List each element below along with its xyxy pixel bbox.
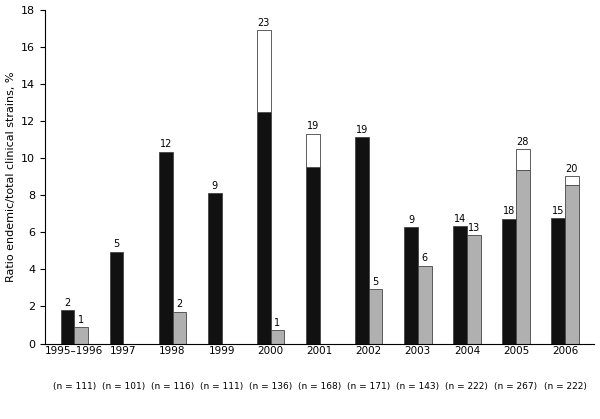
Bar: [61, 310, 74, 344]
Bar: [173, 312, 186, 344]
Text: 20: 20: [566, 164, 578, 174]
Text: (n = 143): (n = 143): [396, 383, 439, 391]
Bar: [159, 152, 173, 344]
Text: 5: 5: [113, 240, 120, 249]
Bar: [369, 290, 382, 344]
Text: 19: 19: [356, 125, 368, 135]
Text: 18: 18: [503, 206, 515, 216]
Bar: [74, 327, 88, 344]
Bar: [306, 167, 320, 344]
Text: (n = 168): (n = 168): [298, 383, 341, 391]
Bar: [110, 252, 124, 344]
Text: 28: 28: [517, 137, 529, 147]
Text: 13: 13: [467, 222, 480, 233]
Text: 2: 2: [64, 298, 71, 308]
Text: (n = 222): (n = 222): [445, 383, 488, 391]
Text: (n = 222): (n = 222): [544, 383, 586, 391]
Bar: [551, 218, 565, 344]
Text: 6: 6: [422, 253, 428, 264]
Text: 9: 9: [408, 215, 414, 225]
Bar: [565, 185, 579, 344]
Text: 23: 23: [257, 18, 270, 28]
Text: (n = 101): (n = 101): [102, 383, 145, 391]
Text: (n = 136): (n = 136): [249, 383, 292, 391]
Text: (n = 116): (n = 116): [151, 383, 194, 391]
Bar: [355, 137, 369, 344]
Bar: [516, 170, 530, 344]
Bar: [418, 266, 431, 344]
Text: (n = 111): (n = 111): [53, 383, 96, 391]
Bar: [467, 235, 481, 344]
Bar: [257, 111, 271, 344]
Text: 15: 15: [552, 206, 565, 216]
Text: (n = 171): (n = 171): [347, 383, 391, 391]
Text: 9: 9: [212, 181, 218, 191]
Text: 2: 2: [176, 300, 182, 310]
Bar: [565, 176, 579, 185]
Text: 5: 5: [373, 277, 379, 287]
Text: 1: 1: [78, 315, 85, 325]
Bar: [453, 227, 467, 344]
Bar: [306, 134, 320, 167]
Text: 12: 12: [160, 140, 172, 150]
Bar: [516, 149, 530, 170]
Text: 1: 1: [274, 318, 281, 328]
Text: 19: 19: [307, 122, 319, 132]
Bar: [271, 330, 284, 344]
Y-axis label: Ratio endemic/total clinical strains, %: Ratio endemic/total clinical strains, %: [5, 71, 16, 282]
Bar: [404, 227, 418, 344]
Bar: [257, 30, 271, 111]
Text: 14: 14: [454, 214, 466, 224]
Bar: [502, 218, 516, 344]
Text: (n = 267): (n = 267): [494, 383, 538, 391]
Bar: [208, 193, 221, 344]
Text: (n = 111): (n = 111): [200, 383, 243, 391]
